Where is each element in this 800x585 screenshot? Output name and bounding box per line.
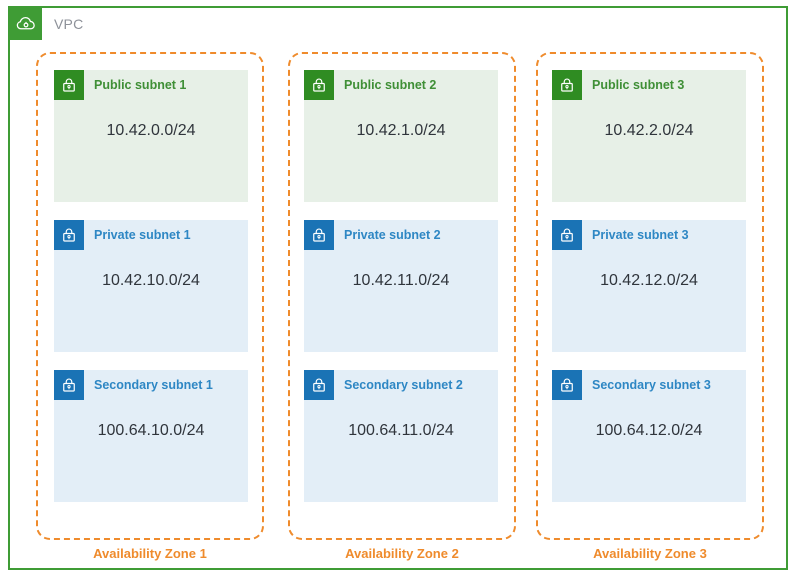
subnet-private-3: Private subnet 3 10.42.12.0/24 bbox=[552, 220, 746, 352]
subnet-secondary-2: Secondary subnet 2 100.64.11.0/24 bbox=[304, 370, 498, 502]
lock-icon bbox=[304, 70, 334, 100]
subnet-header: Private subnet 1 bbox=[54, 220, 248, 250]
subnet-header: Public subnet 2 bbox=[304, 70, 498, 100]
subnet-header: Secondary subnet 2 bbox=[304, 370, 498, 400]
subnet-label: Secondary subnet 2 bbox=[344, 378, 463, 392]
lock-icon bbox=[54, 370, 84, 400]
lock-icon bbox=[54, 70, 84, 100]
subnet-cidr: 100.64.11.0/24 bbox=[348, 422, 454, 439]
subnet-header: Private subnet 2 bbox=[304, 220, 498, 250]
subnet-label: Public subnet 3 bbox=[592, 78, 685, 92]
availability-zone-label-1: Availability Zone 1 bbox=[93, 546, 207, 561]
vpc-container: VPC Public subnet 1 10.42.0.0/24 bbox=[8, 6, 788, 570]
subnet-cidr: 10.42.10.0/24 bbox=[102, 272, 200, 289]
lock-icon bbox=[552, 70, 582, 100]
subnet-cidr: 10.42.11.0/24 bbox=[352, 272, 450, 289]
lock-icon bbox=[304, 220, 334, 250]
subnet-secondary-3: Secondary subnet 3 100.64.12.0/24 bbox=[552, 370, 746, 502]
subnet-label: Public subnet 1 bbox=[94, 78, 187, 92]
subnet-cidr: 10.42.0.0/24 bbox=[106, 122, 196, 139]
subnet-public-3: Public subnet 3 10.42.2.0/24 bbox=[552, 70, 746, 202]
subnet-secondary-1: Secondary subnet 1 100.64.10.0/24 bbox=[54, 370, 248, 502]
availability-zone-label-3: Availability Zone 3 bbox=[593, 546, 707, 561]
subnet-cidr: 10.42.1.0/24 bbox=[356, 122, 446, 139]
subnet-label: Secondary subnet 1 bbox=[94, 378, 213, 392]
subnet-private-2: Private subnet 2 10.42.11.0/24 bbox=[304, 220, 498, 352]
subnet-header: Public subnet 1 bbox=[54, 70, 248, 100]
subnet-cidr: 100.64.12.0/24 bbox=[595, 422, 703, 439]
vpc-header: VPC bbox=[10, 8, 83, 40]
lock-icon bbox=[54, 220, 84, 250]
subnet-private-1: Private subnet 1 10.42.10.0/24 bbox=[54, 220, 248, 352]
subnet-cidr: 10.42.2.0/24 bbox=[604, 122, 694, 139]
subnet-cidr: 100.64.10.0/24 bbox=[97, 422, 205, 439]
subnet-public-1: Public subnet 1 10.42.0.0/24 bbox=[54, 70, 248, 202]
subnet-label: Private subnet 3 bbox=[592, 228, 689, 242]
vpc-title: VPC bbox=[54, 16, 84, 32]
subnet-cidr: 10.42.12.0/24 bbox=[600, 272, 698, 289]
availability-zone-container-2 bbox=[288, 52, 516, 540]
subnet-header: Public subnet 3 bbox=[552, 70, 746, 100]
subnet-label: Secondary subnet 3 bbox=[592, 378, 711, 392]
vpc-cloud-icon bbox=[10, 8, 42, 40]
subnet-header: Secondary subnet 3 bbox=[552, 370, 746, 400]
availability-zone-label-2: Availability Zone 2 bbox=[345, 546, 459, 561]
lock-icon bbox=[552, 220, 582, 250]
subnet-label: Private subnet 2 bbox=[344, 228, 441, 242]
subnet-label: Public subnet 2 bbox=[344, 78, 437, 92]
availability-zone-container-1 bbox=[36, 52, 264, 540]
availability-zone-container-3 bbox=[536, 52, 764, 540]
lock-icon bbox=[552, 370, 582, 400]
subnet-public-2: Public subnet 2 10.42.1.0/24 bbox=[304, 70, 498, 202]
subnet-header: Secondary subnet 1 bbox=[54, 370, 248, 400]
subnet-label: Private subnet 1 bbox=[94, 228, 191, 242]
subnet-header: Private subnet 3 bbox=[552, 220, 746, 250]
lock-icon bbox=[304, 370, 334, 400]
